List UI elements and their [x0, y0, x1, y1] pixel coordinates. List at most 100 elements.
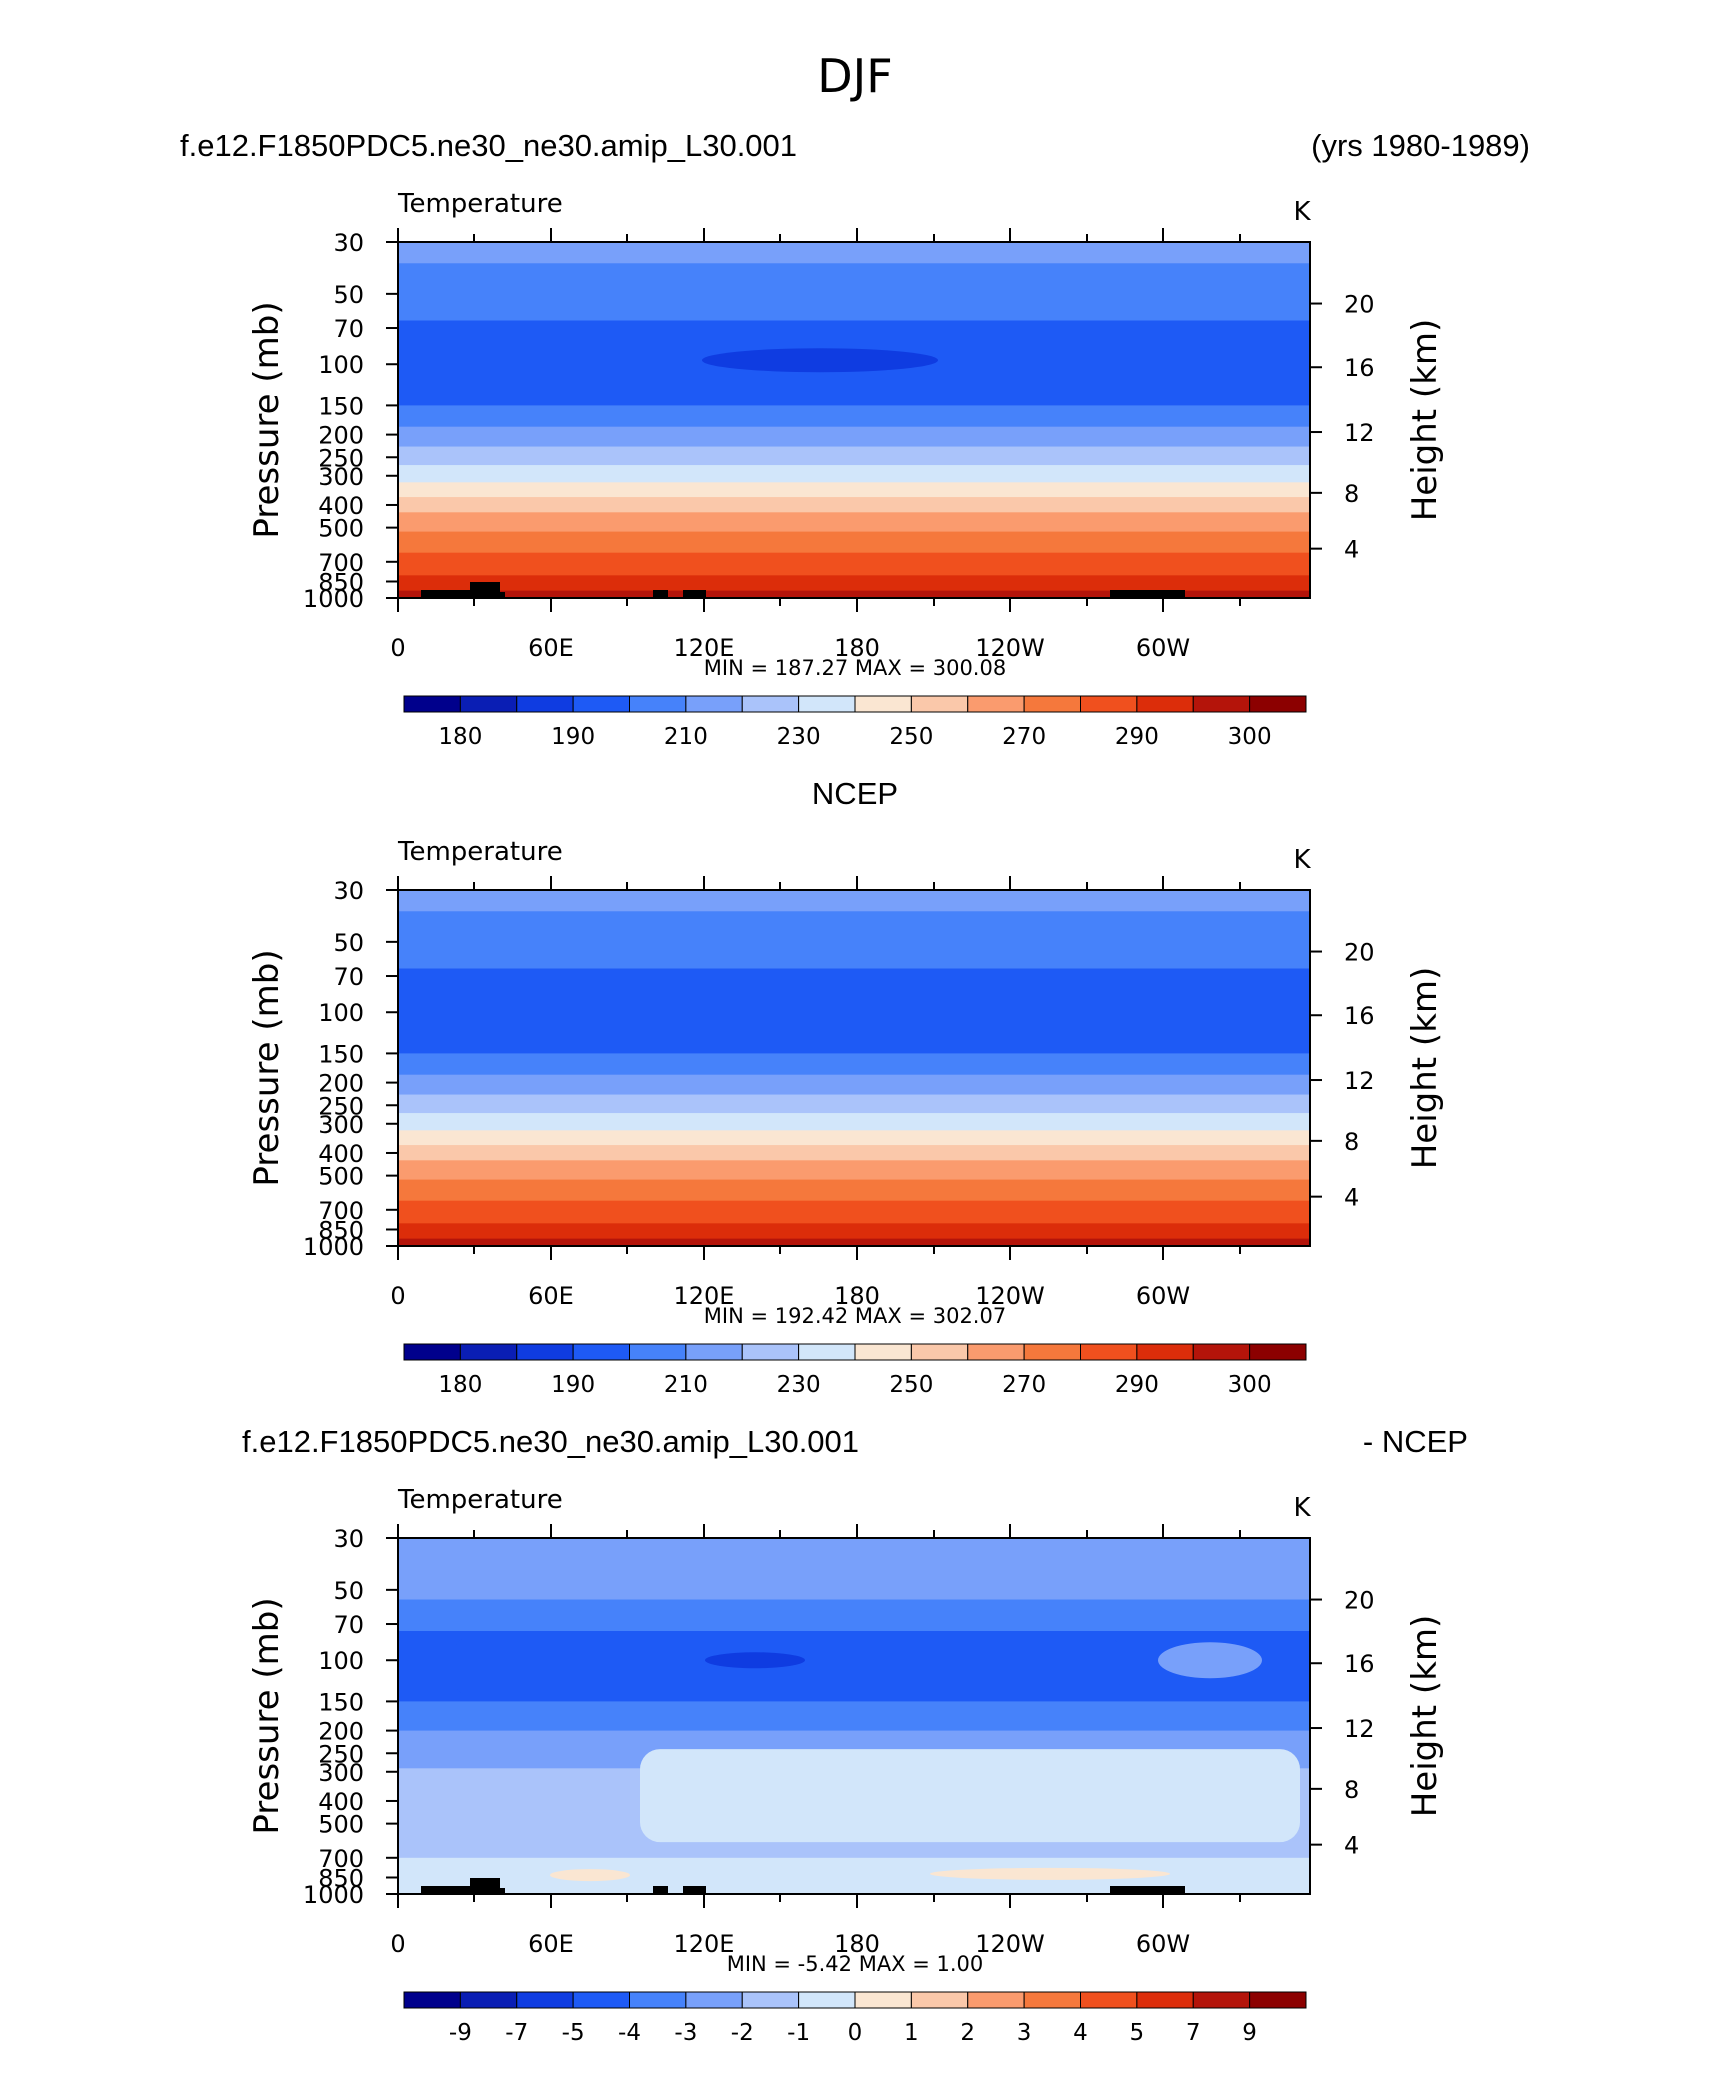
variable-label: Temperature: [397, 1485, 563, 1515]
y-tick-label: 150: [318, 392, 364, 420]
colorbar-box: [516, 1343, 574, 1361]
x-tick-label: 60E: [528, 1930, 574, 1958]
strong-cold-bias: [705, 1652, 805, 1669]
colorbar-box: [1023, 1991, 1081, 2009]
terrain-mask: [495, 592, 505, 598]
y2-axis-title: Height (km): [1405, 1615, 1445, 1818]
colorbar-label: 270: [1002, 724, 1046, 750]
y-tick-label: 850: [318, 569, 364, 597]
y-tick-label: 50: [333, 281, 364, 309]
y-tick-label: 700: [318, 549, 364, 577]
colorbar-box: [1249, 695, 1307, 713]
colorbar-box: [1136, 1991, 1194, 2009]
colorbar-label: 290: [1115, 1372, 1159, 1398]
x-tick-label: 120E: [674, 1930, 735, 1958]
terrain-mask: [421, 590, 476, 598]
y-tick-label: 50: [333, 929, 364, 957]
contour-band: [398, 1223, 1310, 1240]
y-tick-label: 300: [318, 463, 364, 491]
y-tick-label: 70: [333, 315, 364, 343]
colorbar-box: [459, 1991, 518, 2009]
y2-tick-label: 20: [1344, 291, 1375, 319]
x-tick-label: 120E: [674, 1282, 735, 1310]
colorbar-box: [741, 1343, 800, 1361]
panel-header-left: f.e12.F1850PDC5.ne30_ne30.amip_L30.001: [180, 128, 797, 163]
contour-band: [398, 1238, 1310, 1247]
y-tick-label: 1000: [303, 1233, 364, 1261]
weak-bias-region: [1158, 1642, 1262, 1679]
contour-band: [398, 263, 1310, 321]
y-tick-label: 850: [318, 1865, 364, 1893]
colorbar-label: 7: [1186, 2020, 1201, 2046]
colorbar-box: [854, 1991, 912, 2009]
colorbar-label: 5: [1130, 2020, 1145, 2046]
colorbar-label: 300: [1228, 1372, 1272, 1398]
x-tick-label: 0: [390, 1930, 405, 1958]
colorbar-box: [1080, 695, 1138, 713]
contour-band: [398, 320, 1310, 355]
x-tick-label: 120W: [975, 634, 1045, 662]
y2-tick-label: 20: [1344, 939, 1375, 967]
cold-core-tropopause: [702, 348, 938, 373]
y-tick-label: 70: [333, 963, 364, 991]
colorbar-label: 300: [1228, 724, 1272, 750]
colorbar-box: [967, 1343, 1025, 1361]
colorbar-box: [1192, 1991, 1251, 2009]
variable-label: Temperature: [397, 837, 563, 867]
warm-bias-region: [550, 1869, 630, 1882]
colorbar-box: [1136, 695, 1194, 713]
terrain-mask: [470, 582, 500, 598]
colorbar-box: [629, 1343, 687, 1361]
colorbar-box: [572, 1343, 630, 1361]
contour-band: [398, 1200, 1310, 1224]
contour-band: [398, 512, 1310, 533]
x-tick-label: 120W: [975, 1282, 1045, 1310]
y-tick-label: 50: [333, 1577, 364, 1605]
y2-tick-label: 4: [1344, 536, 1359, 564]
contour-band: [398, 465, 1310, 483]
y-tick-label: 200: [318, 1070, 364, 1098]
x-tick-label: 0: [390, 1282, 405, 1310]
y-tick-label: 150: [318, 1040, 364, 1068]
contour-band: [398, 1001, 1310, 1030]
colorbar-box: [798, 1991, 856, 2009]
y-tick-label: 250: [318, 1092, 364, 1120]
contour-band: [398, 1179, 1310, 1202]
colorbar-box: [798, 695, 856, 713]
y-axis-title: Pressure (mb): [247, 1597, 287, 1834]
y-tick-label: 300: [318, 1111, 364, 1139]
colorbar-box: [403, 1343, 461, 1361]
y-tick-label: 400: [318, 492, 364, 520]
colorbar-label: 210: [664, 724, 708, 750]
colorbar-box: [967, 1991, 1025, 2009]
y-tick-label: 700: [318, 1845, 364, 1873]
colorbar-label: 270: [1002, 1372, 1046, 1398]
y-tick-label: 30: [333, 229, 364, 257]
x-tick-label: 60W: [1136, 634, 1190, 662]
contour-band: [398, 1029, 1310, 1054]
colorbar-label: 3: [1017, 2020, 1032, 2046]
y-tick-label: 150: [318, 1688, 364, 1716]
contour-band: [398, 1538, 1310, 1601]
colorbar-label: 290: [1115, 724, 1159, 750]
y2-axis-title: Height (km): [1405, 319, 1445, 522]
panel-3: f.e12.F1850PDC5.ne30_ne30.amip_L30.001 - …: [242, 1424, 1468, 2046]
colorbar-label: 9: [1242, 2020, 1257, 2046]
colorbar-box: [1249, 1343, 1307, 1361]
y-tick-label: 400: [318, 1788, 364, 1816]
y2-tick-label: 12: [1344, 419, 1375, 447]
y2-tick-label: 12: [1344, 1067, 1375, 1095]
y2-tick-label: 20: [1344, 1587, 1375, 1615]
y2-tick-label: 16: [1344, 354, 1375, 382]
min-max-label: MIN = 187.27 MAX = 300.08: [704, 656, 1006, 680]
colorbar-label: 0: [848, 2020, 863, 2046]
colorbar-box: [572, 695, 630, 713]
unit-label: K: [1293, 197, 1311, 227]
colorbar-box: [741, 1991, 800, 2009]
colorbar-label: 2: [960, 2020, 975, 2046]
y-tick-label: 1000: [303, 1881, 364, 1909]
x-tick-label: 60W: [1136, 1282, 1190, 1310]
colorbar-box: [685, 695, 743, 713]
contour-band: [398, 1053, 1310, 1076]
colorbar-label: 190: [551, 724, 595, 750]
